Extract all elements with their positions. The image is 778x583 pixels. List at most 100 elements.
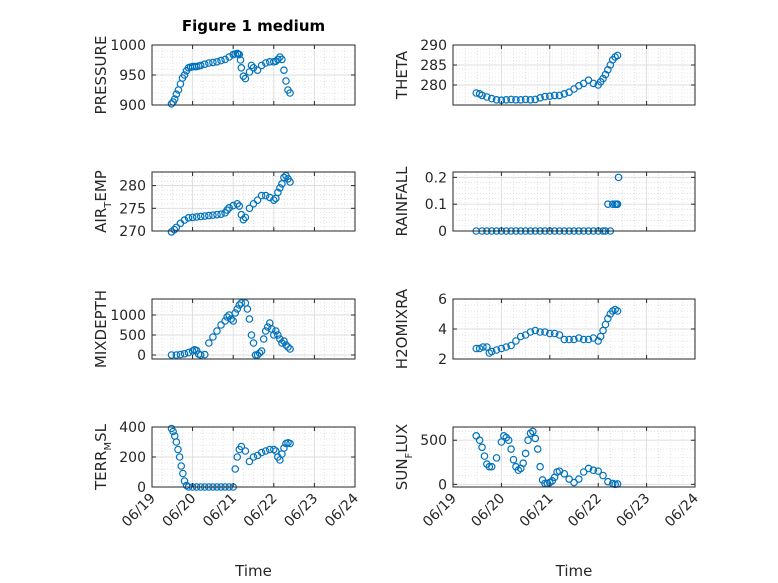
data-point	[531, 434, 540, 443]
data-point	[284, 343, 292, 351]
data-point	[180, 349, 189, 358]
y-tick-label: 275	[119, 201, 146, 217]
data-point	[589, 79, 598, 88]
data-point	[502, 96, 511, 104]
data-point	[531, 326, 540, 335]
data-point	[205, 211, 213, 220]
data-point	[263, 323, 272, 331]
data-point	[599, 471, 607, 480]
data-point	[235, 202, 244, 210]
data-point	[272, 327, 280, 335]
data-point	[253, 196, 262, 204]
data-point	[255, 349, 264, 357]
data-point	[257, 347, 266, 355]
data-point	[233, 453, 242, 461]
data-point	[479, 343, 487, 351]
data-point	[512, 96, 520, 104]
data-point	[167, 351, 176, 359]
data-point	[492, 454, 501, 462]
y-tick-label: 200	[119, 450, 146, 466]
y-tick-label: 2	[438, 352, 447, 368]
data-point	[217, 210, 225, 219]
data-point	[614, 173, 623, 182]
data-point	[257, 191, 266, 200]
data-point	[516, 96, 525, 104]
data-point	[589, 466, 598, 475]
data-point	[205, 59, 213, 67]
data-point	[536, 462, 544, 471]
x-tick-label: 06/22	[241, 491, 281, 531]
data-point	[604, 200, 612, 208]
axes-box	[151, 298, 356, 360]
y-axis-label: H2OMIXRA	[393, 288, 411, 369]
x-tick-label: 06/21	[200, 491, 240, 531]
y-tick-label: 1000	[110, 38, 146, 54]
data-point	[205, 339, 213, 347]
y-tick-label: 0	[438, 224, 447, 240]
data-point	[613, 200, 622, 208]
data-point	[502, 343, 511, 351]
y-axis-label: MIXDEPTH	[92, 290, 110, 368]
data-point	[579, 468, 588, 476]
subplot-7: 0 200 400 06/19 06/20 06/21 06/22 06/23 06/24 Tim…	[92, 420, 362, 580]
data-point	[180, 477, 189, 485]
subplot-6: 2 4 6 H2OMIXRA	[393, 288, 696, 369]
data-point	[249, 339, 258, 347]
data-point	[584, 464, 593, 473]
series-points	[472, 51, 622, 105]
data-point	[269, 331, 278, 339]
x-tick-label: 06/20	[160, 491, 200, 531]
data-point	[507, 95, 515, 104]
data-point	[504, 436, 513, 445]
data-point	[507, 341, 515, 350]
y-tick-label: 1000	[110, 308, 146, 324]
chart-title: Figure 1 medium	[182, 17, 325, 35]
data-point	[253, 66, 262, 75]
data-point	[280, 337, 288, 345]
y-tick-label: 280	[420, 78, 447, 94]
data-point	[245, 68, 254, 76]
series-points	[167, 171, 294, 236]
y-tick-label: 0	[137, 480, 146, 496]
data-point	[276, 184, 284, 192]
data-point	[282, 77, 290, 85]
data-point	[213, 210, 221, 219]
data-point	[536, 328, 544, 336]
data-point	[245, 315, 254, 323]
y-tick-label: 0	[438, 477, 447, 493]
x-tick-label: 06/24	[322, 490, 362, 530]
data-point	[497, 344, 506, 353]
data-point	[200, 350, 209, 359]
data-point	[200, 212, 209, 220]
data-point	[487, 347, 496, 356]
y-tick-label: 270	[119, 224, 146, 240]
data-point	[261, 447, 270, 455]
data-point	[188, 213, 197, 222]
data-point	[225, 204, 233, 212]
data-point	[235, 50, 244, 59]
series-points	[167, 299, 294, 359]
data-point	[259, 335, 268, 343]
data-point	[280, 173, 288, 182]
data-point	[282, 341, 290, 349]
data-point	[196, 351, 205, 359]
data-point	[261, 191, 270, 200]
y-tick-label: 280	[119, 179, 146, 195]
data-point	[507, 445, 515, 453]
subplot-3: 270 275 280 AIRTEMP	[92, 170, 356, 240]
data-point	[223, 313, 231, 321]
data-point	[529, 427, 537, 436]
data-point	[531, 95, 540, 104]
data-point	[545, 92, 554, 101]
y-tick-label: 500	[119, 328, 146, 344]
series-points	[472, 427, 622, 489]
data-point	[170, 95, 179, 103]
data-point	[241, 447, 250, 455]
data-point	[278, 55, 286, 64]
data-point	[526, 96, 535, 104]
data-point	[533, 445, 542, 453]
data-point	[274, 188, 282, 197]
data-point	[233, 305, 242, 313]
y-axis-label: THETA	[393, 50, 411, 100]
data-point	[555, 331, 564, 339]
